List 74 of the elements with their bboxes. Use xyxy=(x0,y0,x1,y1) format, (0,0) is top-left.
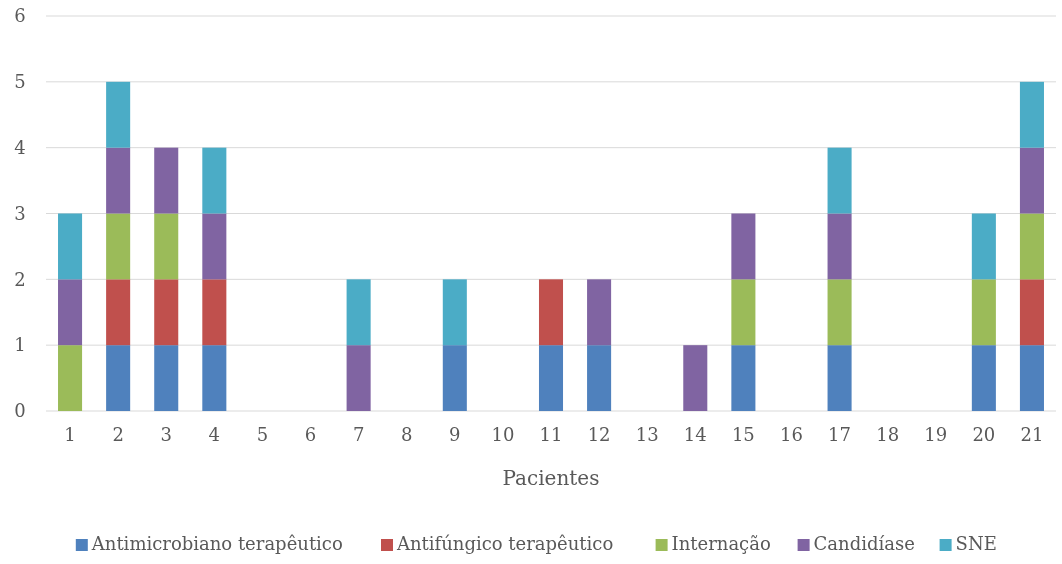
x-tick-label: 15 xyxy=(731,424,755,445)
x-axis-title: Pacientes xyxy=(502,466,600,490)
bar xyxy=(827,279,852,346)
y-tick-label: 6 xyxy=(14,5,26,27)
legend-label: Antimicrobiano terapêutico xyxy=(90,533,343,554)
bar xyxy=(971,213,996,280)
bar xyxy=(731,213,756,280)
bar xyxy=(1019,213,1044,280)
x-tick-label: 1 xyxy=(64,424,76,445)
bar xyxy=(683,345,708,411)
x-tick-label: 2 xyxy=(112,424,124,445)
y-tick-label: 3 xyxy=(14,202,26,224)
x-tick-label: 12 xyxy=(587,424,611,445)
y-tick-label: 2 xyxy=(14,268,26,290)
x-tick-label: 19 xyxy=(924,424,948,445)
legend-label: Internação xyxy=(671,533,771,554)
bar xyxy=(731,279,756,346)
bar xyxy=(202,213,227,280)
x-tick-label: 11 xyxy=(539,424,563,445)
bar xyxy=(346,345,371,411)
bar xyxy=(827,147,852,214)
bar xyxy=(202,147,227,214)
bar xyxy=(1019,147,1044,214)
bar xyxy=(58,345,83,411)
x-tick-label: 6 xyxy=(304,424,317,445)
x-tick-label: 14 xyxy=(683,424,707,445)
bar xyxy=(58,279,83,346)
bar xyxy=(346,279,371,346)
bar xyxy=(1019,345,1044,411)
bar xyxy=(442,345,467,411)
x-tick-label: 13 xyxy=(635,424,659,445)
bar xyxy=(731,345,756,411)
bar xyxy=(154,213,179,280)
legend-label: Candidíase xyxy=(813,533,915,554)
bar xyxy=(971,345,996,411)
bar xyxy=(106,213,131,280)
x-tick-label: 8 xyxy=(400,424,413,445)
legend-label: Antifúngico terapêutico xyxy=(396,533,614,554)
bar xyxy=(106,345,131,411)
bar xyxy=(538,279,564,346)
bar xyxy=(827,345,852,411)
bar xyxy=(1019,279,1044,346)
y-tick-label: 5 xyxy=(14,71,26,93)
bar xyxy=(154,345,179,411)
x-tick-label: 17 xyxy=(828,424,852,445)
bar xyxy=(1019,81,1044,148)
x-tick-label: 3 xyxy=(160,424,172,445)
x-tick-label: 10 xyxy=(491,424,515,445)
x-tick-label: 20 xyxy=(972,424,996,445)
bar xyxy=(202,345,227,411)
bar xyxy=(538,345,564,411)
x-tick-label: 4 xyxy=(208,424,221,445)
x-tick-label: 18 xyxy=(876,424,900,445)
x-tick-label: 16 xyxy=(780,424,803,445)
bar xyxy=(587,279,612,346)
y-tick-label: 1 xyxy=(14,334,26,356)
bar xyxy=(106,147,131,214)
x-tick-label: 7 xyxy=(352,424,365,445)
bar xyxy=(106,279,131,346)
y-tick-label: 0 xyxy=(14,400,26,422)
x-tick-label: 5 xyxy=(256,424,269,445)
x-tick-label: 9 xyxy=(449,424,461,445)
bar xyxy=(587,345,612,411)
bar xyxy=(154,147,179,214)
legend-label: SNE xyxy=(955,533,997,554)
bar xyxy=(971,279,996,346)
y-tick-label: 4 xyxy=(14,136,26,158)
bar xyxy=(442,279,467,346)
x-tick-label: 21 xyxy=(1020,424,1044,445)
bar xyxy=(827,213,852,280)
bar xyxy=(154,279,179,346)
bar xyxy=(202,279,227,346)
bar xyxy=(58,213,83,280)
bar xyxy=(106,81,131,148)
